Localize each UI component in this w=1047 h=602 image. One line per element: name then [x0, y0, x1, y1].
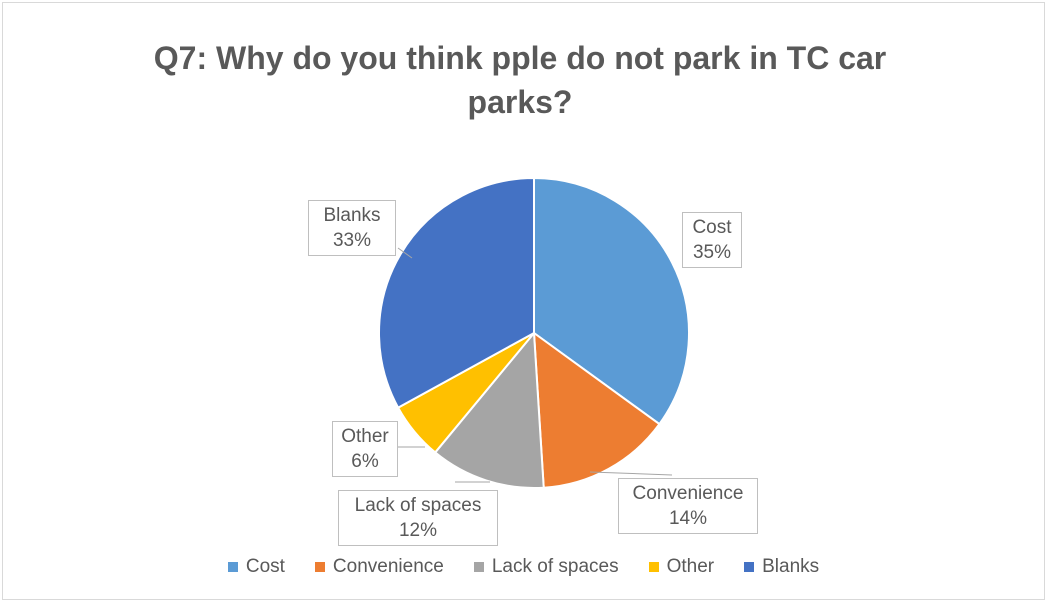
legend-label-convenience: Convenience [332, 556, 444, 577]
data-label-cost-value: 35% [692, 242, 732, 263]
legend-swatch-blanks [744, 562, 755, 572]
legend-item-lack-of-spaces: Lack of spaces [473, 556, 619, 578]
leader-line-convenience [589, 471, 673, 476]
data-label-cost-name: Cost [692, 217, 732, 238]
legend-item-cost: Cost [227, 556, 285, 578]
pie-slice-convenience [532, 330, 661, 489]
data-label-convenience-name: Convenience [632, 483, 744, 504]
pie-slice-blanks [378, 176, 535, 410]
legend-item-other: Other [648, 556, 715, 578]
data-label-blanks-name: Blanks [323, 205, 381, 226]
data-label-cost: Cost 35% [682, 212, 742, 268]
data-label-other-value: 6% [351, 451, 379, 472]
legend-label-cost: Cost [245, 556, 285, 577]
data-label-lack-of-spaces-value: 12% [398, 520, 438, 541]
legend-swatch-other [648, 562, 659, 572]
legend-swatch-cost [227, 562, 238, 572]
data-label-lack-of-spaces-name: Lack of spaces [354, 495, 482, 516]
data-label-convenience: Convenience 14% [618, 478, 758, 534]
legend: Cost Convenience Lack of spaces Other Bl… [0, 556, 1047, 578]
legend-item-convenience: Convenience [314, 556, 444, 578]
data-label-other-name: Other [341, 426, 389, 447]
legend-label-blanks: Blanks [762, 556, 820, 577]
data-label-blanks-value: 33% [332, 230, 372, 251]
data-label-lack-of-spaces: Lack of spaces 12% [338, 490, 498, 546]
data-label-convenience-value: 14% [668, 508, 708, 529]
pie-slice-lack-of-spaces [433, 330, 545, 489]
legend-label-other: Other [666, 556, 715, 577]
legend-label-lack-of-spaces: Lack of spaces [491, 556, 619, 577]
data-label-blanks: Blanks 33% [308, 200, 396, 256]
legend-item-blanks: Blanks [744, 556, 819, 578]
chart-title: Q7: Why do you think pple do not park in… [153, 40, 887, 120]
legend-swatch-lack-of-spaces [473, 562, 484, 572]
legend-swatch-convenience [314, 562, 325, 572]
leader-line-blanks [397, 247, 413, 259]
pie-slice-cost [533, 176, 690, 426]
data-label-other: Other 6% [332, 421, 398, 477]
